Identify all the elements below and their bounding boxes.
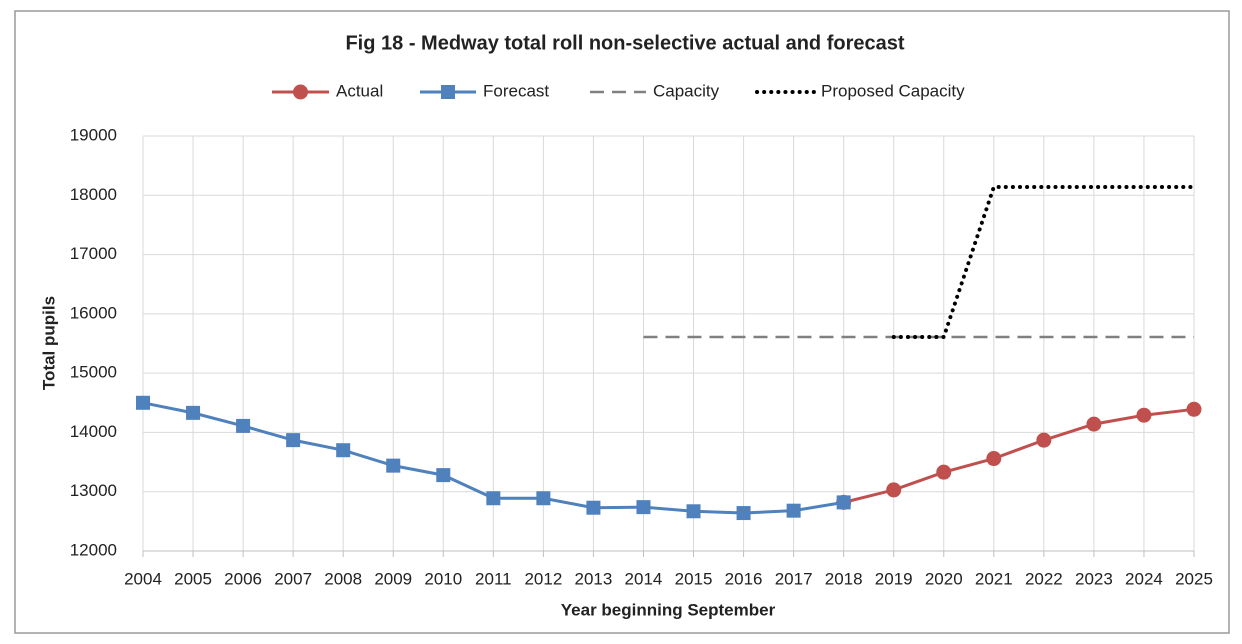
legend-label: Proposed Capacity — [821, 81, 965, 100]
chart-title: Fig 18 - Medway total roll non-selective… — [345, 32, 904, 54]
data-point — [1036, 432, 1052, 448]
x-tick-label: 2012 — [524, 569, 562, 588]
data-point — [386, 458, 401, 473]
data-point — [236, 418, 251, 433]
legend-marker — [441, 85, 455, 99]
y-tick-label: 19000 — [70, 125, 117, 144]
x-axis-label: Year beginning September — [561, 600, 776, 619]
y-tick-label: 15000 — [70, 363, 117, 382]
data-point — [786, 503, 801, 518]
x-tick-label: 2022 — [1025, 569, 1063, 588]
data-point — [336, 443, 351, 458]
data-point — [636, 500, 651, 515]
x-tick-label: 2024 — [1125, 569, 1163, 588]
x-tick-label: 2017 — [775, 569, 813, 588]
data-point — [836, 495, 851, 510]
data-point — [486, 491, 501, 506]
data-point — [936, 464, 952, 480]
y-tick-label: 12000 — [70, 540, 117, 559]
x-tick-label: 2018 — [825, 569, 863, 588]
series-line — [891, 184, 1196, 339]
x-tick-label: 2015 — [675, 569, 713, 588]
data-point — [986, 451, 1002, 467]
x-tick-label: 2011 — [475, 569, 512, 588]
data-point — [1086, 416, 1102, 432]
data-point — [886, 482, 902, 498]
legend-marker — [293, 84, 308, 100]
legend-label: Forecast — [483, 81, 549, 100]
data-point — [1136, 407, 1152, 423]
x-tick-label: 2007 — [274, 569, 312, 588]
x-tick-label: 2025 — [1175, 569, 1213, 588]
x-tick-label: 2021 — [975, 569, 1013, 588]
x-tick-label: 2013 — [575, 569, 613, 588]
data-point — [286, 433, 301, 448]
y-tick-label: 17000 — [70, 244, 117, 263]
legend-label: Actual — [336, 81, 383, 100]
y-axis-label: Total pupils — [39, 296, 58, 390]
x-tick-label: 2019 — [875, 569, 913, 588]
x-tick-label: 2014 — [625, 569, 663, 588]
x-tick-label: 2009 — [374, 569, 412, 588]
x-tick-label: 2006 — [224, 569, 262, 588]
data-point — [736, 506, 751, 521]
data-point — [136, 395, 150, 410]
y-tick-label: 18000 — [70, 185, 117, 204]
data-point — [1186, 401, 1202, 417]
legend-label: Capacity — [653, 81, 720, 100]
x-tick-label: 2008 — [324, 569, 362, 588]
data-point — [536, 491, 551, 506]
y-tick-label: 13000 — [70, 481, 117, 500]
series-line — [843, 407, 1195, 504]
x-tick-label: 2005 — [174, 569, 212, 588]
x-tick-label: 2010 — [424, 569, 462, 588]
y-tick-label: 14000 — [70, 422, 117, 441]
x-tick-label: 2023 — [1075, 569, 1113, 588]
y-tick-label: 16000 — [70, 303, 117, 322]
chart-frame — [14, 10, 1230, 634]
x-tick-label: 2004 — [124, 569, 162, 588]
data-point — [186, 405, 201, 420]
x-tick-label: 2016 — [725, 569, 763, 588]
data-point — [436, 468, 451, 483]
data-point — [586, 500, 601, 515]
data-point — [686, 504, 701, 519]
x-tick-label: 2020 — [925, 569, 963, 588]
